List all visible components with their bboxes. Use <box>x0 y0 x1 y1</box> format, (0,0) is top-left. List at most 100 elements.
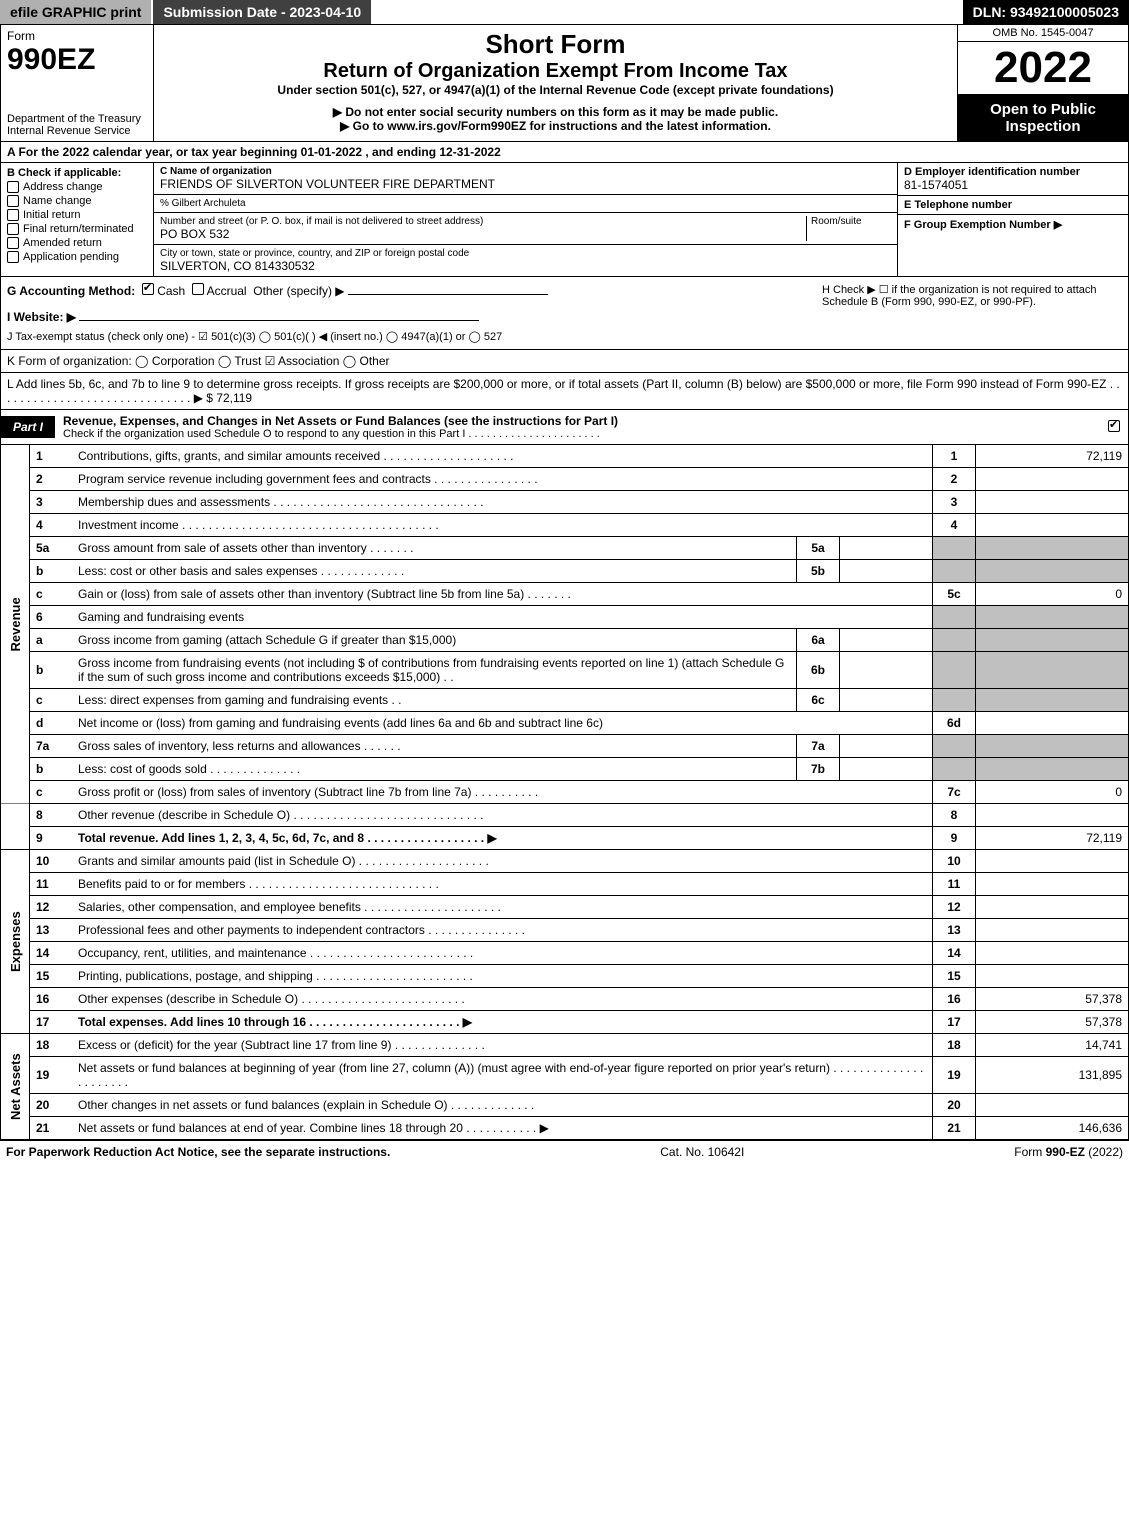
line-17-rn: 17 <box>933 1011 976 1034</box>
note-ssn: ▶ Do not enter social security numbers o… <box>160 105 951 119</box>
line-5b: b Less: cost or other basis and sales ex… <box>1 560 1129 583</box>
line-17-no: 17 <box>30 1011 73 1034</box>
line-18: Net Assets 18 Excess or (deficit) for th… <box>1 1034 1129 1057</box>
section-c: C Name of organization FRIENDS OF SILVER… <box>154 163 898 276</box>
line-12-rv <box>976 896 1129 919</box>
section-i-label: I Website: ▶ <box>7 310 76 324</box>
line-7c: c Gross profit or (loss) from sales of i… <box>1 781 1129 804</box>
section-a: A For the 2022 calendar year, or tax yea… <box>0 142 1129 163</box>
org-name-label: C Name of organization <box>160 166 891 177</box>
line-1-rv: 72,119 <box>976 445 1129 468</box>
line-6b: b Gross income from fundraising events (… <box>1 652 1129 689</box>
checkbox-schedule-o[interactable] <box>1108 420 1120 432</box>
checkbox-initial-return[interactable] <box>7 209 19 221</box>
line-21: 21 Net assets or fund balances at end of… <box>1 1117 1129 1140</box>
street-value: PO BOX 532 <box>160 227 806 241</box>
line-6-rn-grey <box>933 606 976 629</box>
section-i: I Website: ▶ <box>7 310 810 324</box>
line-6b-desc: Gross income from fundraising events (no… <box>72 652 797 689</box>
website-input[interactable] <box>79 320 479 321</box>
line-4-rn: 4 <box>933 514 976 537</box>
line-19-rv: 131,895 <box>976 1057 1129 1094</box>
line-10-rn: 10 <box>933 850 976 873</box>
subtitle: Under section 501(c), 527, or 4947(a)(1)… <box>160 83 951 97</box>
line-9-rn: 9 <box>933 827 976 850</box>
line-3-rv <box>976 491 1129 514</box>
line-5c-rv: 0 <box>976 583 1129 606</box>
line-6a-desc: Gross income from gaming (attach Schedul… <box>72 629 797 652</box>
line-6c-mn: 6c <box>797 689 840 712</box>
ein-value: 81-1574051 <box>904 178 1122 192</box>
line-10-rv <box>976 850 1129 873</box>
checkbox-cash[interactable] <box>142 283 154 295</box>
line-6-desc: Gaming and fundraising events <box>72 606 933 629</box>
note-link[interactable]: ▶ Go to www.irs.gov/Form990EZ for instru… <box>160 119 951 133</box>
line-7a: 7a Gross sales of inventory, less return… <box>1 735 1129 758</box>
line-6-no: 6 <box>30 606 73 629</box>
line-6c-rv-grey <box>976 689 1129 712</box>
line-2: 2 Program service revenue including gove… <box>1 468 1129 491</box>
line-6d: d Net income or (loss) from gaming and f… <box>1 712 1129 735</box>
line-7b-rn-grey <box>933 758 976 781</box>
line-7b: b Less: cost of goods sold . . . . . . .… <box>1 758 1129 781</box>
checkbox-address-change[interactable] <box>7 181 19 193</box>
label-app-pending: Application pending <box>23 251 119 263</box>
line-11-rv <box>976 873 1129 896</box>
line-14-rn: 14 <box>933 942 976 965</box>
line-7b-mv <box>840 758 933 781</box>
label-initial-return: Initial return <box>23 209 80 221</box>
section-f-label: F Group Exemption Number ▶ <box>904 218 1122 231</box>
line-17: 17 Total expenses. Add lines 10 through … <box>1 1011 1129 1034</box>
line-7c-rn: 7c <box>933 781 976 804</box>
section-l-value: 72,119 <box>216 391 252 405</box>
section-k: K Form of organization: ◯ Corporation ◯ … <box>0 350 1129 373</box>
section-g: G Accounting Method: Cash Accrual Other … <box>7 283 810 298</box>
line-7c-rv: 0 <box>976 781 1129 804</box>
checkbox-app-pending[interactable] <box>7 251 19 263</box>
line-21-no: 21 <box>30 1117 73 1140</box>
section-l: L Add lines 5b, 6c, and 7b to line 9 to … <box>0 373 1129 410</box>
line-6c-mv <box>840 689 933 712</box>
section-d-label: D Employer identification number <box>904 166 1122 178</box>
line-3-rn: 3 <box>933 491 976 514</box>
line-9-rv: 72,119 <box>976 827 1129 850</box>
line-18-no: 18 <box>30 1034 73 1057</box>
line-5b-rn-grey <box>933 560 976 583</box>
line-7b-rv-grey <box>976 758 1129 781</box>
street-label: Number and street (or P. O. box, if mail… <box>160 216 806 227</box>
checkbox-name-change[interactable] <box>7 195 19 207</box>
footer-left: For Paperwork Reduction Act Notice, see … <box>6 1145 390 1159</box>
checkbox-final-return[interactable] <box>7 223 19 235</box>
line-5a-mn: 5a <box>797 537 840 560</box>
line-4-no: 4 <box>30 514 73 537</box>
line-19-desc: Net assets or fund balances at beginning… <box>72 1057 933 1094</box>
room-suite-label: Room/suite <box>806 216 891 241</box>
line-7a-no: 7a <box>30 735 73 758</box>
section-h: H Check ▶ ☐ if the organization is not r… <box>816 277 1128 349</box>
line-16-no: 16 <box>30 988 73 1011</box>
line-15: 15 Printing, publications, postage, and … <box>1 965 1129 988</box>
efile-print-tab[interactable]: efile GRAPHIC print <box>0 0 153 24</box>
form-number: 990EZ <box>7 43 147 77</box>
line-6a-mn: 6a <box>797 629 840 652</box>
line-21-rn: 21 <box>933 1117 976 1140</box>
other-input[interactable] <box>348 294 548 295</box>
short-form-title: Short Form <box>160 29 951 60</box>
line-1-no: 1 <box>30 445 73 468</box>
section-g-label: G Accounting Method: <box>7 284 135 298</box>
label-other: Other (specify) ▶ <box>253 284 344 298</box>
line-10-desc: Grants and similar amounts paid (list in… <box>72 850 933 873</box>
label-accrual: Accrual <box>207 284 247 298</box>
line-20-no: 20 <box>30 1094 73 1117</box>
line-6-rv-grey <box>976 606 1129 629</box>
line-8-desc: Other revenue (describe in Schedule O) .… <box>72 804 933 827</box>
tax-year: 2022 <box>958 42 1128 95</box>
line-6c-rn-grey <box>933 689 976 712</box>
line-15-rv <box>976 965 1129 988</box>
line-5b-no: b <box>30 560 73 583</box>
open-to-public: Open to Public Inspection <box>958 95 1128 141</box>
line-7b-mn: 7b <box>797 758 840 781</box>
checkbox-accrual[interactable] <box>192 283 204 295</box>
line-6d-desc: Net income or (loss) from gaming and fun… <box>72 712 933 735</box>
checkbox-amended[interactable] <box>7 237 19 249</box>
